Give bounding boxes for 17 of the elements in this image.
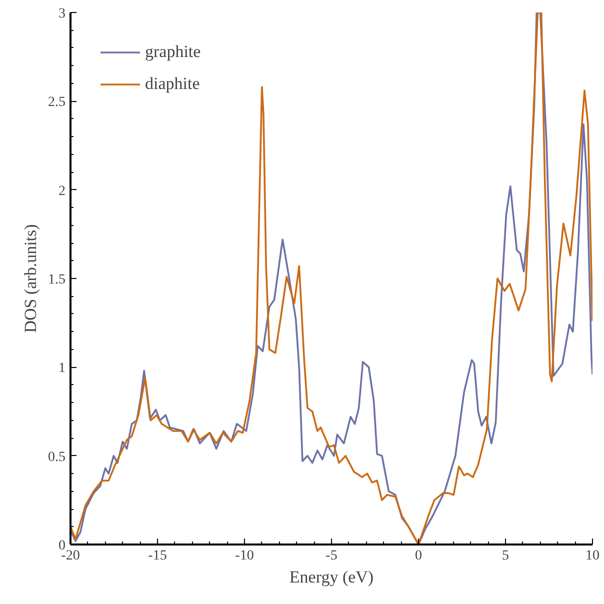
x-tick-label: -15 — [148, 548, 167, 564]
y-tick-label: 1 — [58, 361, 66, 376]
line-series — [70, 12, 592, 544]
x-tick-label: -10 — [235, 548, 254, 564]
y-tick-label: 2.5 — [48, 95, 66, 110]
legend-label: graphite — [145, 42, 201, 62]
x-tick-label: -5 — [326, 548, 338, 564]
y-axis-title: DOS (arb.units) — [21, 224, 40, 333]
x-tick-label: 0 — [415, 548, 422, 564]
y-tick-label: 2 — [58, 184, 66, 199]
y-tick-label: 1.5 — [48, 272, 66, 288]
x-tick-label: 5 — [502, 548, 509, 564]
x-tick-label: 10 — [586, 548, 600, 564]
y-tick-label: 3 — [58, 6, 66, 22]
legend-label: diaphite — [145, 74, 200, 94]
x-axis-title: Energy (eV) — [289, 568, 374, 586]
y-tick-label: 0.5 — [48, 450, 66, 465]
